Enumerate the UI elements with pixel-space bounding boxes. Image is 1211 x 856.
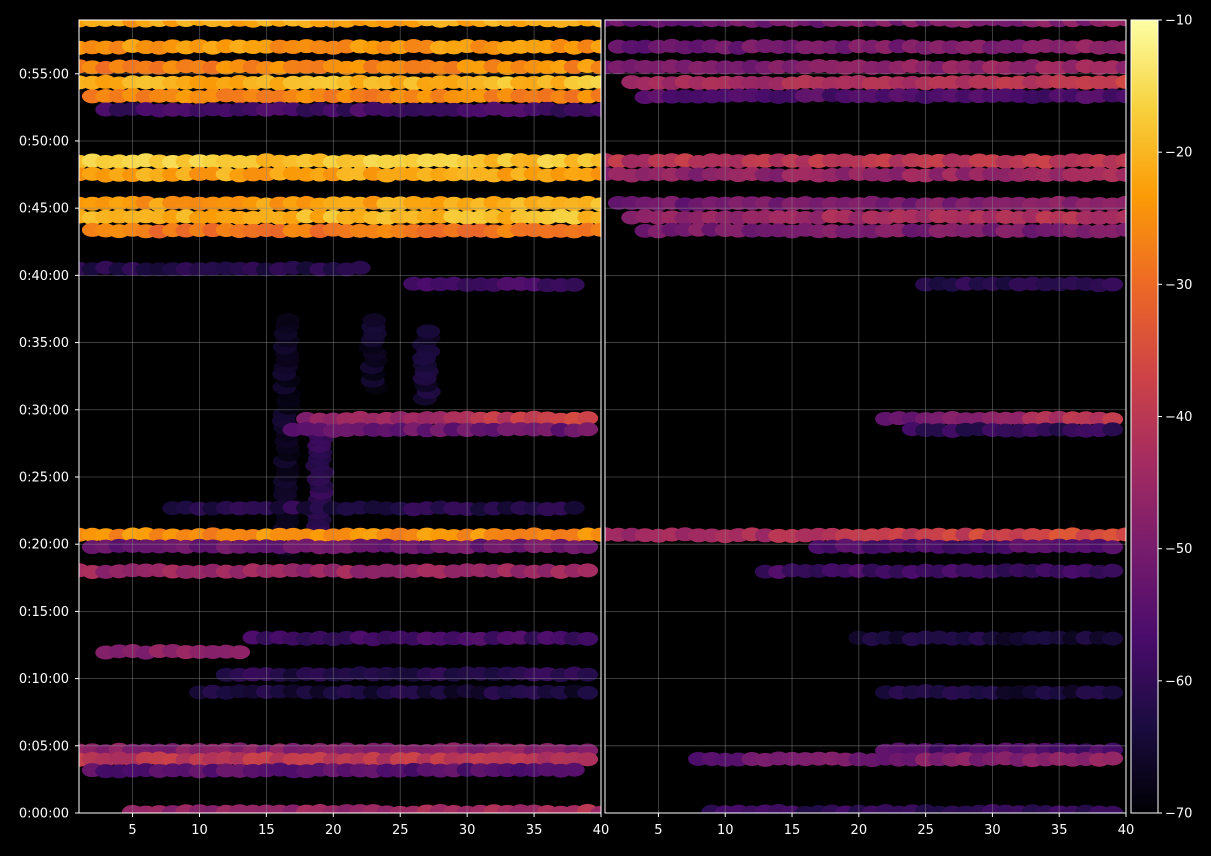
- y-axis: 0:00:00 0:05:00 0:10:00 0:15:00 0:20:00 0:25:…: [19, 67, 79, 822]
- heatmap-cell: [1102, 277, 1124, 292]
- colorbar-tick-label: −50: [1165, 542, 1192, 557]
- heatmap-cell: [1115, 20, 1126, 27]
- colorbar-tick-label: −70: [1165, 807, 1192, 822]
- heatmap-cell: [229, 645, 251, 660]
- x-tick-label: 40: [593, 823, 610, 838]
- heatmap-cell: [416, 324, 441, 339]
- heatmap-cell: [563, 500, 585, 515]
- heatmap-cell: [590, 211, 601, 225]
- heatmap-cell: [1102, 412, 1124, 427]
- colorbar-tick-label: −30: [1165, 278, 1192, 293]
- y-tick-label: 0:30:00: [19, 403, 69, 418]
- x-tick-label: 5: [128, 823, 136, 838]
- y-tick-label: 0:25:00: [19, 470, 69, 485]
- x-tick-label: 25: [392, 823, 409, 838]
- y-tick-label: 0:50:00: [19, 134, 69, 149]
- x-tick-label: 15: [258, 823, 275, 838]
- heatmap-cell: [577, 685, 599, 700]
- heatmap-cell: [1102, 422, 1124, 437]
- x-tick-label: 20: [325, 823, 342, 838]
- heatmap-cell: [590, 805, 601, 813]
- heatmap-cell: [590, 102, 601, 117]
- x-tick-label: 15: [784, 823, 801, 838]
- colorbar-tick-label: −40: [1165, 410, 1192, 425]
- y-tick-label: 0:15:00: [19, 605, 69, 620]
- heatmap-cell: [1115, 195, 1126, 210]
- y-tick-label: 0:40:00: [19, 269, 69, 284]
- x-tick-label: 25: [917, 823, 934, 838]
- heatmap-cell: [1115, 167, 1126, 182]
- right-panel: [605, 20, 1126, 813]
- x-tick-label: 30: [459, 823, 476, 838]
- heatmap-cell: [590, 222, 601, 237]
- heatmap-cell: [1115, 209, 1126, 224]
- heatmap-cell: [590, 527, 601, 542]
- heatmap-cell: [577, 667, 599, 682]
- heatmap-cell: [1115, 222, 1126, 237]
- heatmap-cell: [1115, 89, 1126, 104]
- colorbar-gradient: [1130, 19, 1159, 814]
- x-axis: 5 10 15 20 25 30 35 40 5 10 15 20 25 30 35 40: [128, 813, 1134, 838]
- panel-frames: [78, 19, 1127, 814]
- x-tick-label: 5: [654, 823, 662, 838]
- heatmap-cell: [563, 762, 585, 777]
- heatmap-cell: [577, 539, 599, 554]
- heatmap-cell: [1102, 540, 1124, 555]
- heatmap-cell: [577, 752, 599, 767]
- heatmap-cell: [275, 313, 300, 328]
- left-panel: [79, 20, 601, 813]
- y-tick-label: 0:35:00: [19, 336, 69, 351]
- heatmap-cell: [1115, 40, 1126, 55]
- grid-lines: [79, 20, 1126, 813]
- x-tick-label: 40: [1118, 823, 1135, 838]
- heatmap-cell: [1102, 751, 1124, 766]
- x-tick-label: 10: [717, 823, 734, 838]
- heatmap-cell: [590, 75, 601, 90]
- panel-frame: [78, 19, 602, 814]
- heatmap-cell: [1102, 563, 1124, 578]
- y-tick-label: 0:00:00: [19, 807, 69, 822]
- heatmap-cell: [577, 422, 599, 437]
- y-tick-label: 0:55:00: [19, 67, 69, 82]
- colorbar-tick-label: −20: [1165, 146, 1192, 161]
- heatmap-cell: [1115, 153, 1126, 168]
- heatmap-cell: [577, 563, 599, 578]
- panel-frame: [604, 19, 1127, 814]
- heatmap-cell: [1102, 805, 1124, 813]
- heatmap-cell: [1102, 631, 1124, 646]
- colorbar-tick-label: −10: [1165, 14, 1192, 29]
- heatmap-cell: [1102, 685, 1124, 700]
- y-tick-label: 0:20:00: [19, 538, 69, 553]
- heatmap-cell: [590, 60, 601, 75]
- colorbar: −70 −60 −50 −40 −30 −20 −10: [1130, 14, 1192, 822]
- heatmap-cell: [590, 39, 601, 54]
- colorbar-tick-label: −60: [1165, 674, 1192, 689]
- heatmap-cell: [590, 20, 601, 28]
- heatmap-cell: [1115, 527, 1126, 542]
- heatmap-cell: [590, 166, 601, 181]
- x-tick-label: 20: [851, 823, 868, 838]
- x-tick-label: 35: [526, 823, 543, 838]
- heatmap-cell: [1115, 74, 1126, 89]
- y-tick-label: 0:10:00: [19, 672, 69, 687]
- heatmap-cell: [590, 153, 601, 168]
- heatmap-cell: [563, 277, 585, 292]
- heatmap-cell: [1115, 60, 1126, 75]
- heatmap-cell: [362, 313, 387, 328]
- y-tick-label: 0:45:00: [19, 202, 69, 217]
- heatmap-cell: [349, 260, 371, 275]
- x-tick-label: 10: [191, 823, 208, 838]
- heatmap-cell: [590, 88, 601, 103]
- heatmap-cell: [577, 411, 599, 426]
- x-tick-label: 35: [1051, 823, 1068, 838]
- x-tick-label: 30: [984, 823, 1001, 838]
- heatmap-cell: [577, 631, 599, 646]
- y-tick-label: 0:05:00: [19, 739, 69, 754]
